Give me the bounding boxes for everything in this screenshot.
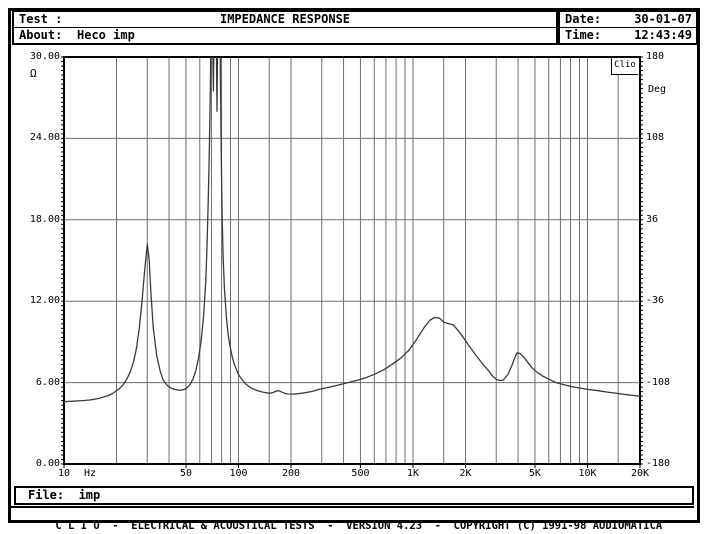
footer-status-bar: C L I O - ELECTRICAL & ACOUSTICAL TESTS … — [11, 508, 694, 532]
header-panel: Test : IMPEDANCE RESPONSE About: Heco im… — [12, 10, 558, 45]
y-left-tick-label: 18.00 — [29, 213, 60, 225]
clio-badge: Clio — [611, 58, 638, 75]
x-axis-tick-label: 200 — [281, 468, 301, 479]
datetime-panel: Date: 30-01-07 Time: 12:43:49 — [558, 10, 698, 45]
x-axis-tick-label: 100 — [229, 468, 248, 479]
about-label: About: — [19, 28, 63, 42]
y-left-tick-label: 12.00 — [29, 295, 60, 307]
plot-border — [63, 56, 641, 465]
y-right-tick-label: 108 — [646, 132, 665, 144]
y-left-tick-label: 0.00 — [35, 458, 60, 469]
x-axis-tick-label: 500 — [351, 468, 370, 479]
x-axis-tick-label: 50 — [179, 468, 192, 479]
header-row-time: Time: 12:43:49 — [560, 28, 696, 43]
page-title: IMPEDANCE RESPONSE — [219, 12, 351, 26]
y-right-tick-label: -180 — [646, 458, 671, 469]
file-value: imp — [78, 488, 101, 502]
file-spacer — [64, 488, 78, 502]
file-bar: File: imp — [14, 486, 694, 505]
y-right-tick-label: -36 — [646, 295, 665, 307]
y-left-tick-label: 6.00 — [35, 376, 60, 388]
header-row-about: About: Heco imp — [14, 28, 556, 43]
ohm-unit-label: Ω — [30, 67, 37, 80]
degree-unit-label: Deg — [648, 84, 667, 95]
file-label: File: — [28, 488, 65, 502]
time-value: 12:43:49 — [634, 28, 692, 42]
x-axis-tick-label: 5K — [528, 468, 541, 479]
y-right-tick-label: 180 — [646, 51, 665, 62]
x-axis-tick-label: 1K — [406, 468, 419, 479]
time-label: Time: — [565, 28, 602, 42]
y-right-tick-label: -108 — [646, 376, 671, 388]
x-axis-tick-label: 10K — [578, 468, 597, 479]
footer-text: C L I O - ELECTRICAL & ACOUSTICAL TESTS … — [55, 520, 663, 532]
y-left-tick-label: 24.00 — [29, 132, 60, 144]
about-value: Heco imp — [77, 28, 135, 42]
outer-frame — [8, 8, 700, 523]
header-row-date: Date: 30-01-07 — [560, 12, 696, 28]
y-right-tick-label: 36 — [646, 213, 659, 225]
date-label: Date: — [565, 12, 602, 26]
test-label: Test : — [19, 12, 63, 26]
footer-divider — [11, 506, 694, 508]
y-left-tick-label: 30.00 — [29, 51, 60, 62]
x-axis-tick-label: 10 — [57, 468, 71, 479]
impedance-curve — [64, 57, 640, 403]
header-row-test: Test : IMPEDANCE RESPONSE — [14, 12, 556, 28]
x-axis-tick-label: 20K — [630, 468, 650, 479]
x-axis-tick-label: 2K — [459, 468, 472, 479]
hz-unit-label: Hz — [84, 468, 97, 479]
date-value: 30-01-07 — [634, 12, 692, 26]
